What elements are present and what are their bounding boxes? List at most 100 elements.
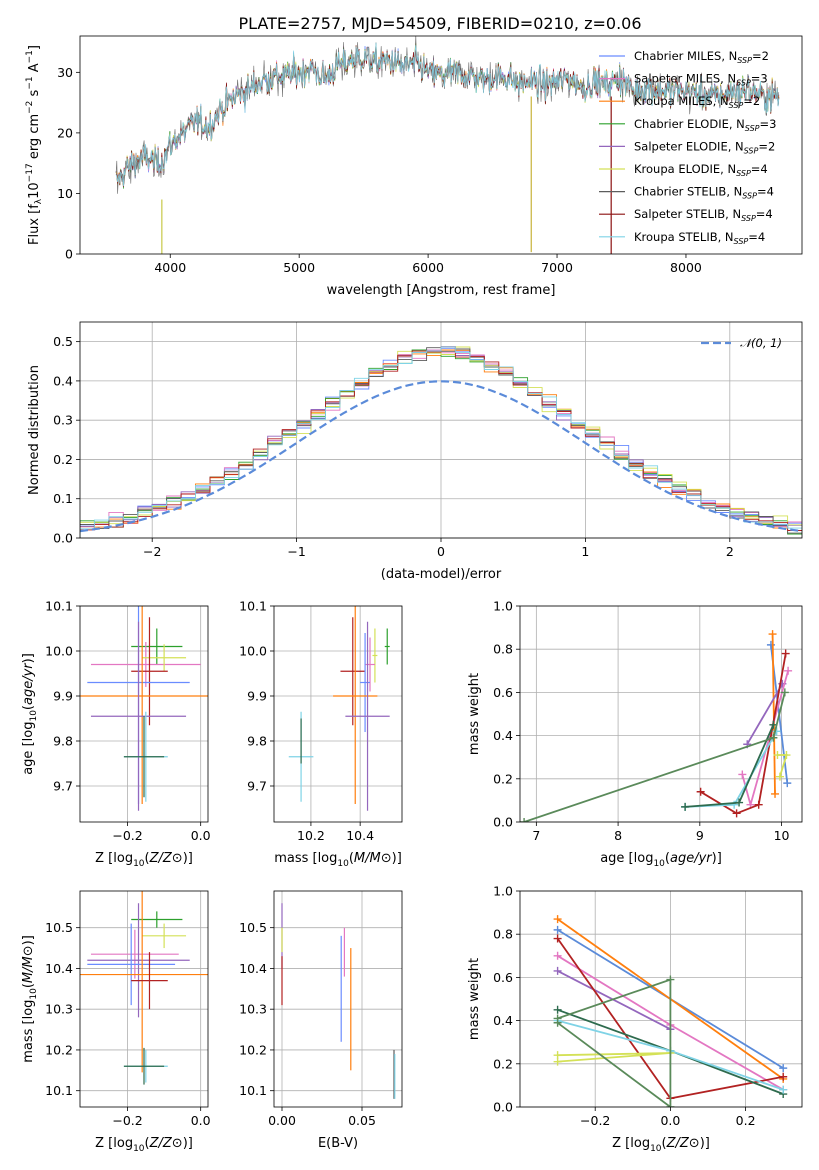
- mass-weight-vs-age-ytick-label: 0.8: [493, 642, 513, 657]
- legend-entry-part: =2: [752, 49, 769, 63]
- legend-entry-part: SSP: [744, 146, 759, 155]
- age-vs-mass-xlabel-part: 10: [337, 859, 349, 869]
- spectrum-ylabel-part: −2: [25, 101, 35, 114]
- mass-weight-vs-Z-ytick-label: 0.8: [493, 927, 513, 942]
- mass-weight-vs-age-xtick-label: 9: [696, 828, 704, 843]
- spectrum-ylabel-part: −1: [25, 76, 35, 89]
- legend-entry-part: SSP: [736, 79, 751, 88]
- mass-weight-vs-age-ytick-label: 0.6: [493, 685, 513, 700]
- mass-weight-vs-age-ytick-label: 0.2: [493, 771, 513, 786]
- age-vs-Z-ylabel-part: 10: [29, 710, 39, 722]
- mass-weight-vs-age-marker: [754, 800, 763, 809]
- mass-weight-vs-age-marker: [696, 787, 705, 796]
- mass-weight-vs-age-xtick-label: 8: [614, 828, 622, 843]
- spectrum-series-line: [115, 42, 780, 187]
- mass-vs-Z-ylabel-part: 10: [29, 988, 39, 1000]
- mass-weight-vs-Z-series-line: [557, 978, 672, 1107]
- mass-weight-vs-age-xtick-label: 10: [774, 828, 790, 843]
- age-vs-Z-ytick-label: 10.1: [45, 599, 73, 614]
- age-vs-mass-ytick-label: 9.9: [247, 689, 267, 704]
- mass-vs-Z-xlabel-part: )]: [183, 1136, 193, 1151]
- legend-entry-part: =3: [751, 72, 768, 86]
- age-vs-Z-points: [80, 606, 208, 811]
- mass-weight-vs-age-ylabel: mass weight: [467, 673, 482, 755]
- legend-entry: Kroupa STELIB, NSSP=4: [634, 230, 765, 246]
- mass-weight-vs-age-marker: [784, 666, 793, 675]
- mass-vs-EBV-ytick-label: 10.1: [239, 1083, 267, 1098]
- age-vs-Z-xtick-label: −0.2: [112, 828, 142, 843]
- mass-weight-vs-Z-lines: [553, 915, 788, 1107]
- mass-weight-vs-Z-marker: [553, 915, 562, 924]
- mass-weight-vs-Z-ylabel: mass weight: [467, 958, 482, 1040]
- mass-vs-Z-xlabel-part: 10: [133, 1144, 145, 1154]
- mass-vs-EBV-xlabel: E(B-V): [318, 1136, 358, 1151]
- mass-vs-EBV-ytick-label: 10.2: [239, 1042, 267, 1057]
- mass-vs-Z-xlabel: Z [log10(Z/Z⊙)]: [95, 1136, 193, 1154]
- gaussian-curve: [80, 380, 802, 533]
- spectrum-ylabel-part: 10: [27, 182, 42, 199]
- legend-entry-part: Salpeter STELIB, N: [634, 207, 741, 221]
- mass-weight-vs-Z-xlabel-part: (: [662, 1136, 667, 1151]
- mass-vs-EBV-xtick-label: 0.00: [268, 1113, 296, 1128]
- age-vs-mass-grid: [274, 605, 402, 822]
- spectrum-ylabel-part: −1: [25, 50, 35, 63]
- age-vs-mass-xlabel-part: M/M⊙: [354, 851, 392, 866]
- legend-entry-part: SSP: [741, 214, 756, 223]
- spectrum-ytick-label: 10: [57, 186, 73, 201]
- age-vs-mass-xlabel-part: )]: [392, 851, 402, 866]
- mass-weight-vs-age-ytick-label: 1.0: [493, 599, 513, 614]
- mass-weight-vs-Z-ytick-label: 0.2: [493, 1056, 513, 1071]
- mass-vs-EBV-ytick-label: 10.5: [239, 920, 267, 935]
- mass-vs-Z-ylabel: mass [log10(M/M⊙)]: [21, 935, 39, 1063]
- spectrum-ylabel-part: λ: [34, 198, 44, 204]
- mass-vs-Z-xtick-label: 0.0: [191, 1113, 211, 1128]
- age-vs-mass-axes: 10.2 10.4 9.7 9.8 9.9 10.0 10.1: [239, 599, 402, 843]
- legend-entry-part: Salpeter ELODIE, N: [634, 139, 744, 153]
- mass-weight-vs-age-marker: [771, 789, 780, 798]
- mass-weight-vs-Z-ytick-label: 0.6: [493, 970, 513, 985]
- mass-weight-vs-age-marker: [681, 802, 690, 811]
- legend-entry-part: Kroupa MILES, N: [634, 94, 729, 108]
- mass-weight-vs-age-marker: [730, 800, 739, 809]
- mass-vs-Z-ytick-label: 10.2: [45, 1042, 73, 1057]
- age-vs-Z-xlabel-part: )]: [183, 851, 193, 866]
- legend-entry-part: =4: [757, 185, 774, 199]
- mass-weight-vs-Z-xlabel: Z [log10(Z/Z⊙)]: [612, 1136, 710, 1154]
- legend-entry-part: =2: [743, 94, 760, 108]
- residuals-axes: −2 −1 0 1 2 0.0 0.1 0.2 0.3 0.4 0.5: [53, 322, 802, 559]
- age-vs-Z-ylabel: age [log10(age/yr)]: [21, 653, 39, 775]
- legend-entry: Kroupa MILES, NSSP=2: [634, 94, 760, 110]
- mass-weight-vs-Z-ytick-label: 0.0: [493, 1100, 513, 1115]
- mass-weight-vs-Z-series-line: [557, 970, 671, 1030]
- mass-weight-vs-age-marker: [782, 751, 791, 760]
- figure-title: PLATE=2757, MJD=54509, FIBERID=0210, z=0…: [238, 14, 641, 33]
- age-vs-Z-ylabel-part: )]: [21, 653, 36, 663]
- age-vs-Z-xlabel-part: 10: [133, 859, 145, 869]
- legend-entry-part: SSP: [734, 237, 749, 246]
- legend-entry-part: SSP: [745, 124, 760, 133]
- legend-entry-part: =4: [756, 207, 773, 221]
- legend-entry: Salpeter MILES, NSSP=3: [634, 72, 768, 88]
- age-vs-Z-ylabel-part: (: [21, 705, 36, 710]
- mass-weight-vs-age-marker: [783, 779, 792, 788]
- mass-vs-Z-xlabel-part: Z [log: [95, 1136, 133, 1151]
- age-vs-Z-ylabel-part: age [log: [21, 722, 36, 775]
- mass-weight-vs-age-marker: [520, 818, 529, 822]
- legend-entry-part: Salpeter MILES, N: [634, 72, 736, 86]
- mass-weight-vs-age-marker: [772, 727, 781, 736]
- residuals-xtick-label: 1: [581, 544, 589, 559]
- age-vs-Z-xlabel-part: (: [145, 851, 150, 866]
- mass-weight-vs-Z-marker: [553, 925, 562, 934]
- mass-vs-Z-ylabel-part: )]: [21, 935, 36, 945]
- mass-weight-vs-age-xlabel: age [log10(age/yr)]: [600, 851, 722, 869]
- legend-entry-part: =4: [751, 162, 768, 176]
- legend-entry-part: Chabrier STELIB, N: [634, 185, 742, 199]
- mass-weight-vs-age-ytick-label: 0.4: [493, 728, 513, 743]
- legend-entry: Chabrier ELODIE, NSSP=3: [634, 117, 776, 133]
- mass-weight-vs-age-series-line: [746, 683, 784, 745]
- spectrum-xtick-label: 6000: [412, 260, 444, 275]
- legend-entry-part: Chabrier MILES, N: [634, 49, 737, 63]
- mass-vs-Z-axes: −0.2 0.0 10.1 10.2 10.3 10.4 10.5: [45, 891, 211, 1128]
- mass-weight-vs-age-marker: [769, 733, 778, 742]
